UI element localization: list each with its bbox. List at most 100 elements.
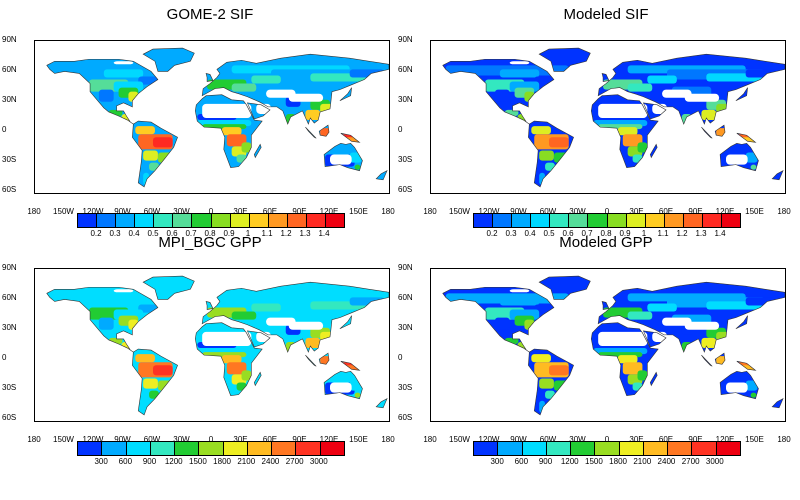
lat-tick-label: 90N (2, 35, 17, 44)
vegetation-patch (716, 356, 736, 365)
vegetation-patch (251, 75, 281, 84)
lon-tick-label: 30W (173, 435, 190, 444)
colorbar-label: 1800 (213, 457, 231, 466)
vegetation-patch (226, 134, 247, 147)
vegetation-patch (647, 303, 677, 312)
lon-tick-label: 180 (381, 435, 395, 444)
no-data-region (330, 382, 352, 393)
colorbar-label: 300 (94, 457, 108, 466)
colorbar-swatch (474, 214, 494, 227)
world-map (442, 275, 785, 416)
colorbar-swatch (531, 214, 551, 227)
colorbar-label: 2700 (681, 457, 700, 466)
coastline-greenland (142, 275, 195, 300)
vegetation-patch (236, 154, 247, 163)
lat-tick-label: 60S (398, 185, 413, 194)
vegetation-patch (499, 69, 540, 78)
colorbar-swatch (78, 442, 103, 455)
colorbar-label: 0.8 (204, 229, 216, 238)
colorbar-swatch (102, 442, 127, 455)
coastline-australia (323, 143, 363, 172)
vegetation-patch (622, 362, 643, 375)
vegetation-patch (349, 152, 362, 163)
lon-tick-label: 180 (777, 207, 791, 216)
colorbar-label: 3000 (309, 457, 328, 466)
lon-tick-label: 90W (510, 435, 527, 444)
colorbar-label: 1500 (585, 457, 603, 466)
lon-tick-label: 180 (423, 435, 437, 444)
coastline-greenland (142, 47, 195, 72)
vegetation-patch (647, 75, 677, 84)
coastline-africa (194, 94, 263, 168)
lon-tick-label: 180 (381, 207, 395, 216)
colorbar-label: 2700 (285, 457, 304, 466)
colorbar-label: 0.4 (524, 229, 536, 238)
colorbar-swatch (702, 214, 723, 227)
colorbar (77, 441, 345, 456)
colorbar-swatch (173, 214, 193, 227)
colorbar-label: 0.8 (600, 229, 612, 238)
lon-tick-label: 90E (292, 207, 307, 216)
vegetation-patch (149, 390, 159, 399)
lat-tick-label: 0 (2, 353, 7, 362)
coastline-arabia (642, 330, 667, 348)
colorbar-swatch (78, 214, 98, 227)
lat-tick-label: 90N (398, 263, 413, 272)
vegetation-patch (98, 317, 114, 330)
lon-tick-label: 120E (715, 207, 735, 216)
colorbar-labels: 0.2 0.3 0.4 0.5 0.6 0.7 0.8 0.9 1 1.1 1.2 1.3 1.4 (77, 229, 343, 239)
lat-tick-label: 90N (398, 35, 413, 44)
vegetation-patch (98, 89, 114, 102)
vegetation-patch (745, 152, 758, 163)
lon-tick-label: 150W (53, 207, 74, 216)
vegetation-patch (617, 127, 638, 136)
lon-tick-label: 120W (478, 207, 500, 216)
lon-tick-label: 150E (745, 207, 764, 216)
world-map (46, 275, 389, 416)
coastline-australia (719, 143, 759, 172)
colorbar-label: 1 (641, 229, 647, 238)
vegetation-patch (128, 319, 139, 330)
coastline-uk (601, 301, 610, 310)
coastline-indonesia-borneo (714, 124, 726, 137)
colorbar-swatch (211, 214, 231, 227)
lon-tick-label: 0 (208, 435, 214, 444)
vegetation-patch (354, 392, 361, 398)
vegetation-patch (539, 378, 554, 389)
lat-tick-label: 90N (2, 263, 17, 272)
coastline-africa (590, 94, 659, 168)
colorbar-label: 0.9 (223, 229, 235, 238)
vegetation-patch (549, 137, 569, 148)
lon-tick-label: 30W (569, 207, 586, 216)
colorbar-swatch (588, 214, 608, 227)
lon-tick-label: 180 (423, 207, 437, 216)
colorbar-swatch (326, 214, 345, 227)
colorbar-label: 1200 (560, 457, 579, 466)
no-data-region (598, 331, 648, 347)
vegetation-patch (632, 154, 643, 163)
vegetation-patch (349, 69, 385, 78)
vegetation-patch (231, 311, 257, 320)
colorbar-swatch (643, 442, 669, 455)
colorbar-label: 900 (538, 457, 553, 466)
colorbar-swatch (230, 214, 250, 227)
lat-tick-label: 60S (398, 413, 413, 422)
lon-tick-label: 120W (82, 435, 104, 444)
coastline-madagascar (649, 371, 658, 387)
vegetation-patch (236, 382, 247, 391)
vegetation-patch (143, 378, 158, 389)
vegetation-patch (128, 91, 139, 102)
no-data-region (266, 317, 296, 326)
coastline-new-zealand (771, 170, 784, 181)
lat-tick-label: 30N (2, 323, 17, 332)
coastline-south-america (132, 348, 178, 416)
no-data-region (509, 289, 530, 293)
colorbar-label: 0.4 (128, 229, 140, 238)
colorbar-swatch (668, 442, 693, 455)
vegetation-patch (545, 162, 555, 171)
coastline-new-zealand (375, 398, 388, 409)
colorbar-swatch (493, 214, 513, 227)
no-data-region (330, 154, 352, 165)
lon-tick-label: 60W (539, 207, 557, 216)
world-map (442, 47, 785, 188)
